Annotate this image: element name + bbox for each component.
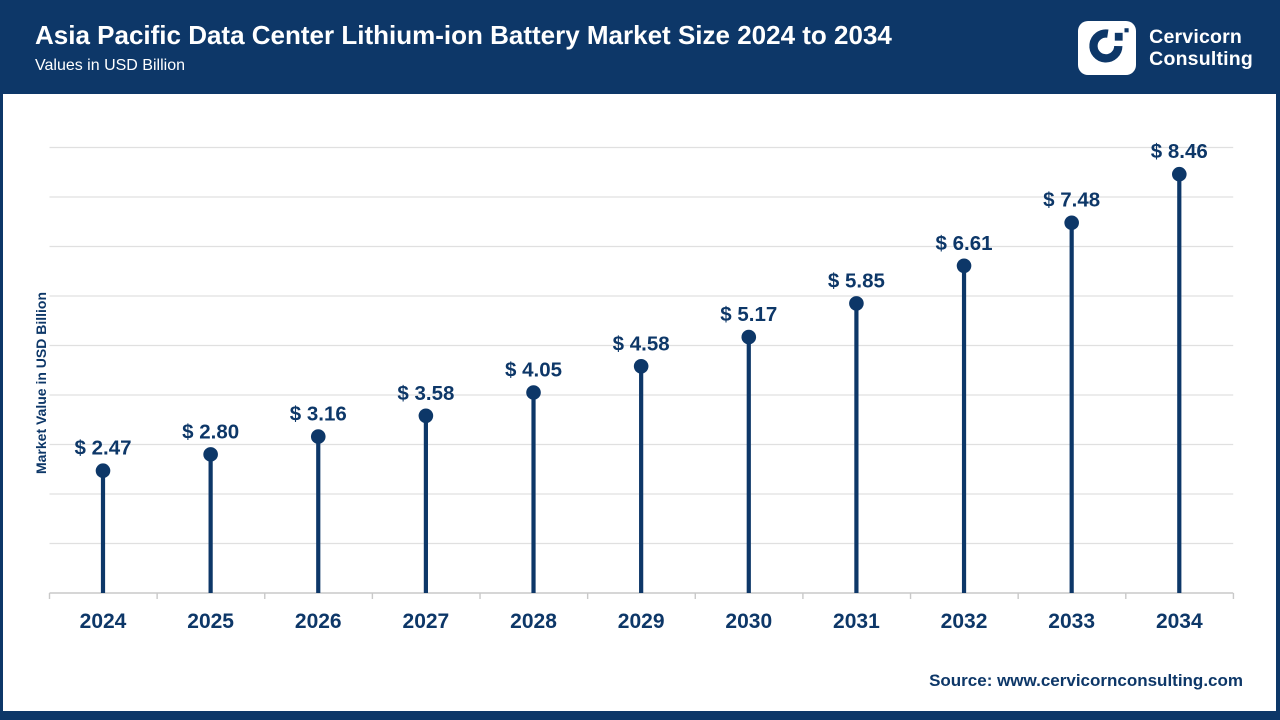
- frame-border-left: [0, 0, 3, 720]
- data-point-dot: [633, 358, 649, 374]
- page-title: Asia Pacific Data Center Lithium-ion Bat…: [35, 20, 892, 50]
- value-label: $ 4.05: [505, 359, 562, 382]
- c-arc-icon: [1089, 28, 1129, 63]
- logo-mark: [1078, 21, 1137, 75]
- value-label: $ 3.58: [397, 382, 454, 405]
- source-text: Source: www.cervicornconsulting.com: [929, 671, 1243, 690]
- year-label: 2025: [187, 610, 234, 633]
- data-point-dot: [526, 385, 541, 400]
- data-point-dot: [95, 463, 111, 479]
- data-point-dot: [203, 447, 218, 462]
- value-label: $ 5.85: [828, 269, 885, 292]
- data-point-dot: [849, 296, 864, 311]
- year-label: 2024: [80, 610, 127, 633]
- year-label: 2031: [833, 610, 880, 633]
- logo: Cervicorn Consulting: [1078, 21, 1253, 75]
- year-label: 2034: [1156, 610, 1203, 633]
- value-label: $ 3.16: [290, 403, 347, 426]
- data-point-dot: [1064, 215, 1079, 231]
- year-label: 2027: [403, 610, 450, 633]
- data-point-dot: [310, 429, 326, 444]
- logo-text-line2: Consulting: [1149, 48, 1253, 70]
- logo-text-line1: Cervicorn: [1149, 25, 1243, 48]
- value-label: $ 7.48: [1043, 189, 1100, 212]
- data-point-dot: [741, 329, 757, 345]
- data-point-dot: [1172, 166, 1187, 182]
- value-label: $ 6.61: [936, 232, 993, 255]
- value-label: $ 2.80: [182, 420, 239, 443]
- year-label: 2032: [941, 610, 988, 633]
- year-label: 2028: [510, 610, 557, 633]
- page-subtitle: Values in USD Billion: [35, 57, 185, 74]
- value-label: $ 4.58: [613, 332, 670, 355]
- data-point-dot: [418, 408, 434, 424]
- year-label: 2030: [725, 610, 772, 633]
- value-label: $ 2.47: [75, 437, 132, 460]
- value-label: $ 5.17: [720, 303, 777, 326]
- y-axis-title: Market Value in USD Billion: [33, 291, 49, 475]
- year-label: 2026: [295, 610, 342, 633]
- year-label: 2033: [1048, 610, 1095, 633]
- logo-text: Cervicorn Consulting: [1149, 26, 1253, 70]
- data-point-dot: [956, 258, 972, 274]
- year-label: 2029: [618, 610, 665, 633]
- bottom-bar: [0, 711, 1280, 720]
- header-banner: Asia Pacific Data Center Lithium-ion Bat…: [0, 0, 1280, 94]
- value-label: $ 8.46: [1151, 140, 1208, 163]
- frame-border-right: [1276, 0, 1280, 720]
